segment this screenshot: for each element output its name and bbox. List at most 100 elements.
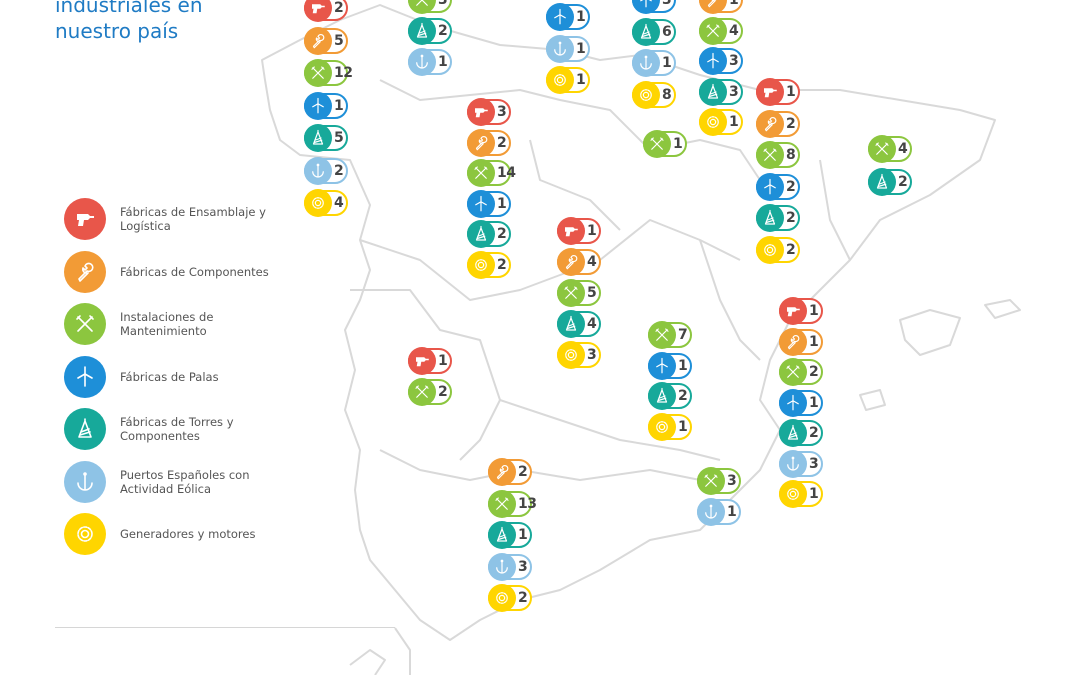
facility-count: 4 — [334, 195, 344, 211]
legend-item-ports: Puertos Españoles con Actividad Eólica — [64, 460, 284, 503]
madrid-towers-marker: 4 — [557, 310, 601, 338]
asturias-maintenance-marker: 3 — [408, 0, 452, 14]
valencia-towers-marker: 2 — [779, 419, 823, 447]
legend-label: Instalaciones de Mantenimiento — [120, 310, 214, 338]
anchor-icon — [488, 552, 516, 581]
murcia-maintenance-marker: 3 — [697, 467, 741, 495]
facility-count: 4 — [587, 254, 597, 270]
madrid-assembly-marker: 1 — [557, 217, 601, 245]
extremadura-assembly-marker: 1 — [408, 347, 452, 375]
facility-count: 7 — [678, 327, 688, 343]
facility-count: 3 — [809, 455, 819, 472]
menorca-outline — [984, 299, 1021, 319]
tower-icon — [868, 168, 896, 196]
legend-label: Fábricas de Torres y Componentes — [120, 415, 234, 443]
facility-count: 2 — [334, 162, 344, 179]
tower-icon — [488, 521, 516, 549]
ceuta-outline — [349, 649, 386, 675]
anchor-icon — [304, 156, 332, 185]
facility-count: 6 — [662, 23, 672, 40]
tower-icon — [304, 124, 332, 152]
castilla-y-leon-blades-marker: 1 — [467, 189, 511, 218]
divider — [55, 627, 395, 628]
castilla-y-leon-components-marker: 2 — [467, 128, 511, 157]
andalucia-ports-marker: 3 — [488, 552, 532, 581]
tools-icon — [304, 59, 332, 87]
facility-count: 1 — [678, 357, 688, 374]
legend-item-maintenance: Instalaciones de Mantenimiento — [64, 303, 284, 345]
extremadura-maintenance-marker: 2 — [408, 378, 452, 406]
facility-count: 2 — [786, 115, 796, 132]
wind-turbine-icon — [64, 355, 106, 398]
wrench-icon — [779, 327, 807, 356]
facility-count: 2 — [809, 425, 819, 441]
gear-icon — [467, 251, 495, 279]
facility-count: 5 — [334, 130, 344, 146]
wind-turbine-icon — [699, 47, 727, 75]
legend-item-generators: Generadores y motores — [64, 513, 284, 555]
murcia-ports-marker: 1 — [697, 498, 741, 526]
navarra-blades-marker: 3 — [632, 0, 676, 14]
tools-icon — [868, 135, 896, 163]
tower-icon — [779, 419, 807, 447]
navarra-east-towers-marker: 3 — [699, 77, 743, 106]
galicia-assembly-marker: 2 — [304, 0, 348, 22]
pais-vasco-generators-marker: 1 — [546, 66, 590, 94]
gear-icon — [779, 480, 807, 508]
facility-count: 8 — [786, 147, 796, 164]
gear-icon — [488, 584, 516, 612]
tools-icon — [699, 16, 727, 45]
page-title: industriales en nuestro país — [55, 0, 203, 44]
tower-icon — [632, 17, 660, 46]
facility-count: 2 — [678, 388, 688, 404]
galicia-components-marker: 5 — [304, 26, 348, 55]
facility-count: 2 — [497, 257, 507, 273]
drill-icon — [304, 0, 332, 22]
facility-count: 3 — [729, 83, 739, 100]
tools-icon — [643, 130, 671, 158]
facility-count: 2 — [497, 134, 507, 151]
legend-item-components: Fábricas de Componentes — [64, 250, 284, 293]
madrid-generators-marker: 3 — [557, 341, 601, 369]
galicia-generators-marker: 4 — [304, 189, 348, 217]
valencia-components-marker: 1 — [779, 327, 823, 356]
navarra-east-components-marker: 1 — [699, 0, 743, 14]
facility-count: 2 — [786, 242, 796, 258]
facility-count: 3 — [587, 347, 597, 363]
facility-count: 4 — [898, 141, 908, 157]
valencia-maintenance-marker: 2 — [779, 358, 823, 386]
facility-count: 1 — [809, 486, 819, 502]
facility-count: 1 — [662, 55, 672, 71]
facility-count: 1 — [786, 84, 796, 100]
drill-icon — [467, 98, 495, 126]
facility-count: 4 — [729, 22, 739, 39]
legend-label: Generadores y motores — [120, 527, 256, 541]
facility-count: 3 — [662, 0, 672, 8]
facility-count: 2 — [898, 174, 908, 190]
tower-icon — [699, 77, 727, 106]
drill-icon — [756, 78, 784, 106]
facility-count: 2 — [518, 464, 528, 480]
wrench-icon — [557, 248, 585, 276]
gear-icon — [648, 412, 676, 441]
facility-count: 1 — [587, 223, 597, 239]
gear-icon — [699, 108, 727, 136]
navarra-east-blades-marker: 3 — [699, 47, 743, 75]
la-rioja-maintenance-marker: 1 — [643, 130, 687, 158]
legend-label: Fábricas de Palas — [120, 369, 219, 384]
wrench-icon — [488, 458, 516, 486]
facility-count: 2 — [809, 364, 819, 380]
castilla-y-leon-towers-marker: 2 — [467, 220, 511, 249]
facility-count: 1 — [334, 97, 344, 114]
tower-icon — [408, 17, 436, 45]
wrench-icon — [304, 26, 332, 55]
title-line-1: industriales en — [55, 0, 203, 17]
legend-item-towers: Fábricas de Torres y Componentes — [64, 408, 284, 450]
gear-icon — [756, 236, 784, 264]
facility-count: 1 — [438, 54, 448, 70]
pais-vasco-ports-marker: 1 — [546, 34, 590, 63]
tools-icon — [648, 321, 676, 349]
galicia-maintenance-marker: 12 — [304, 59, 353, 87]
castilla-la-mancha-towers-marker: 2 — [648, 382, 692, 410]
ibiza-outline — [859, 389, 886, 411]
